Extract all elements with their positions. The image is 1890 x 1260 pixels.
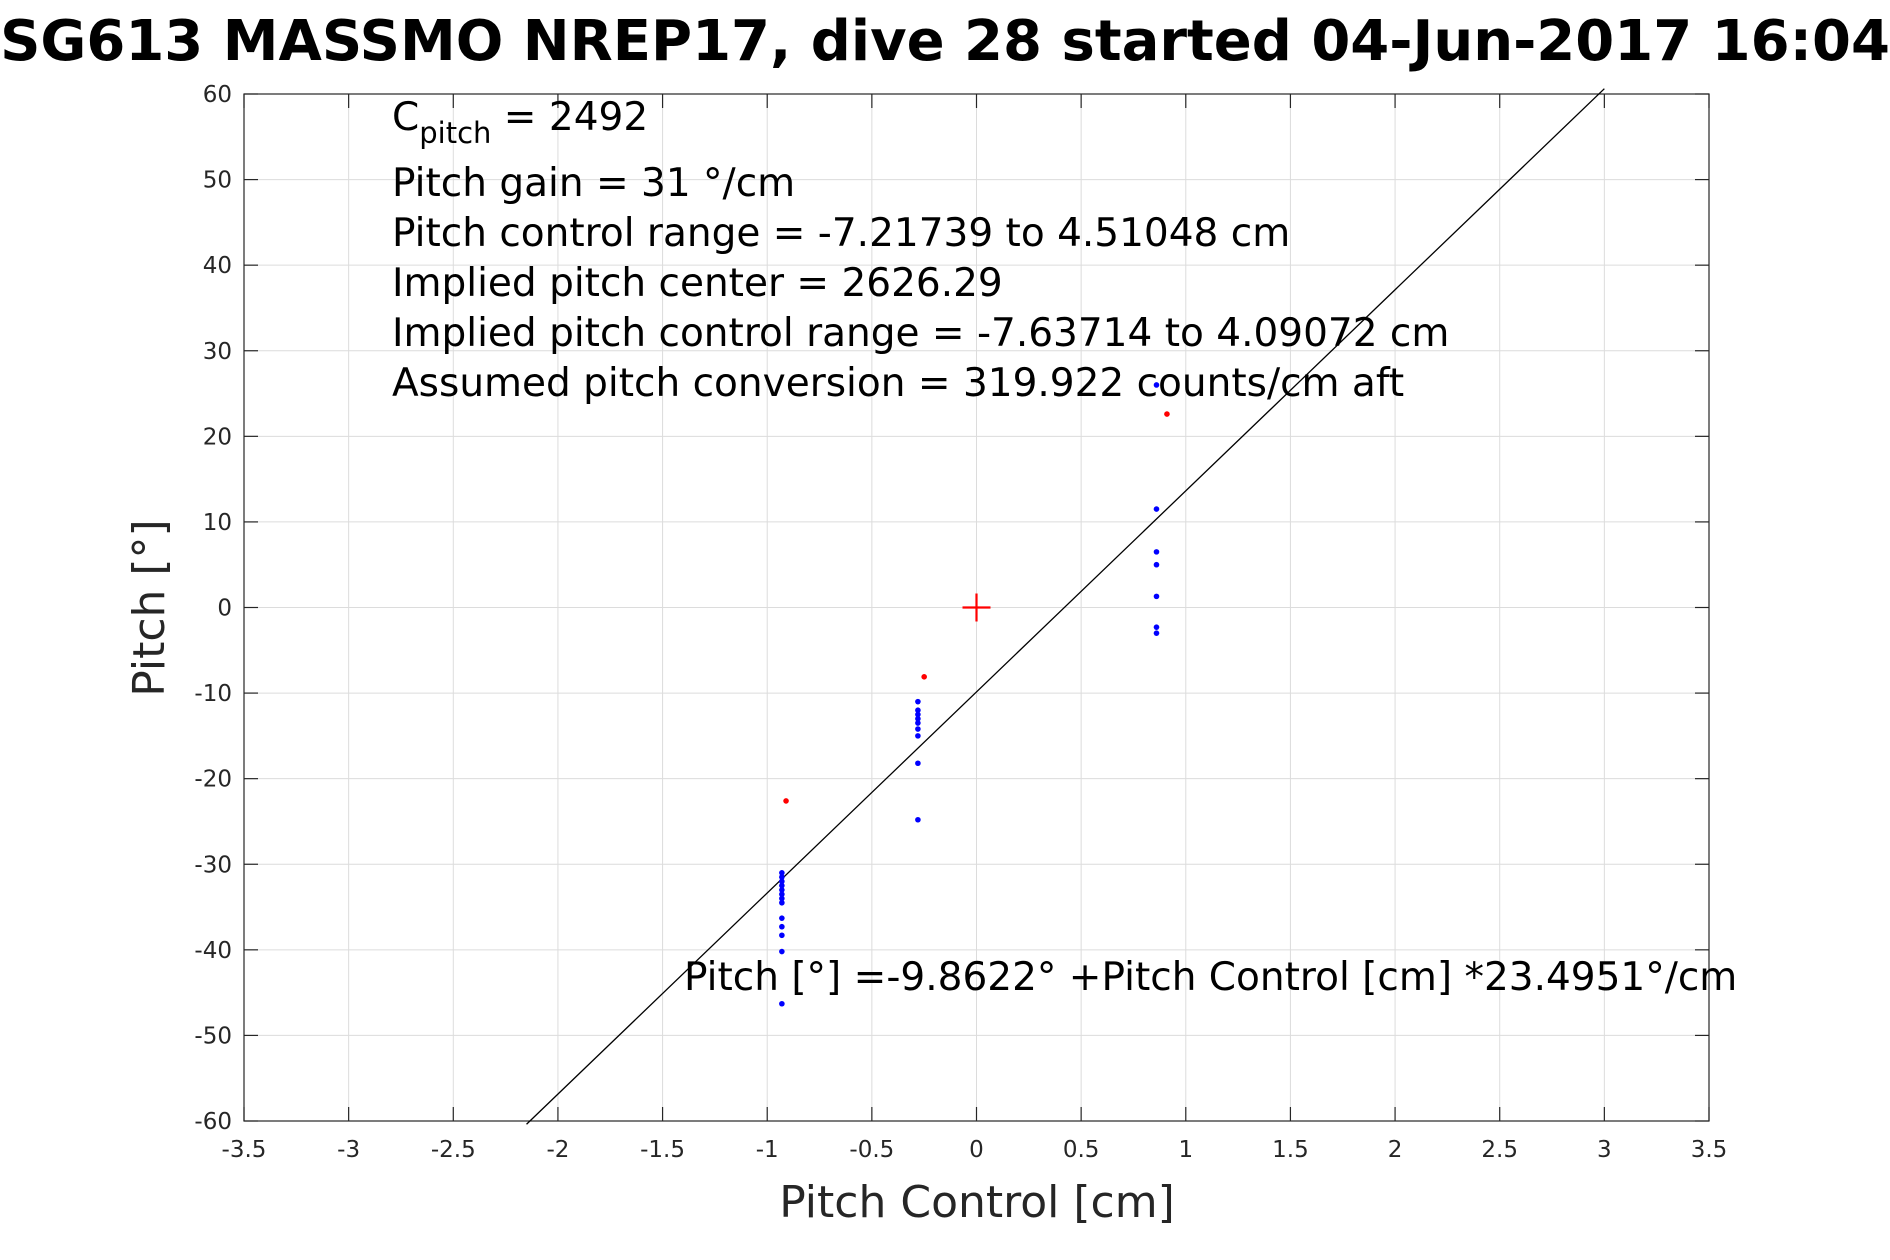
data-point [915, 707, 921, 713]
chart-title: SG613 MASSMO NREP17, dive 28 started 04-… [0, 9, 1890, 74]
annotation-implied-center: Implied pitch center = 2626.29 [392, 261, 1003, 306]
data-point [915, 816, 921, 823]
annotation-control-range: Pitch control range = -7.21739 to 4.5104… [392, 211, 1290, 256]
data-point [783, 798, 789, 804]
data-point [915, 711, 921, 718]
annotation-cpitch-value: = 2492 [491, 95, 648, 140]
data-point [779, 878, 785, 885]
y-tick-label: -10 [194, 681, 232, 707]
data-points [779, 382, 1170, 1007]
y-tick-label: 10 [203, 510, 232, 536]
annotation-cpitch-sub: pitch [419, 116, 491, 150]
y-tick-label: -50 [194, 1023, 232, 1049]
y-tick-label: 30 [203, 339, 232, 365]
center-marker [962, 593, 991, 622]
y-axis-label: Pitch [°] [124, 519, 175, 696]
x-tick-label: 1 [1178, 1137, 1193, 1163]
data-point [915, 715, 921, 722]
x-tick-label: 3 [1597, 1137, 1612, 1163]
x-tick-label: 1.5 [1272, 1137, 1309, 1163]
data-point [1153, 549, 1160, 555]
data-point [779, 874, 785, 880]
x-tick-label: 2.5 [1481, 1137, 1518, 1163]
x-tick-label: -0.5 [849, 1137, 894, 1163]
x-tick-label: 0 [969, 1137, 984, 1163]
x-tick-label: 0.5 [1063, 1137, 1100, 1163]
y-tick-label: -60 [194, 1109, 232, 1135]
data-point [779, 882, 785, 889]
grid-lines [243, 93, 1710, 1122]
annotation-cpitch: Cpitch = 2492 [392, 95, 648, 150]
data-point [779, 899, 785, 906]
x-axis-label: Pitch Control [cm] [779, 1177, 1175, 1228]
x-tick-label: -1.5 [640, 1137, 685, 1163]
x-tick-label: -3.5 [222, 1137, 267, 1163]
x-tick-label: 3.5 [1691, 1137, 1728, 1163]
data-point [779, 887, 785, 893]
y-tick-label: 40 [203, 253, 232, 279]
y-tick-label: 50 [203, 168, 232, 194]
x-tick-label: -1 [756, 1137, 779, 1163]
data-point [779, 891, 785, 898]
data-point [915, 698, 921, 705]
y-tick-label: -20 [194, 767, 232, 793]
data-point [779, 895, 785, 902]
x-tick-label: 2 [1388, 1137, 1403, 1163]
y-tick-label: -30 [194, 852, 232, 878]
axis-ticks [243, 93, 1710, 1122]
y-tick-labels: -60 -50 -40 -30 -20 -10 0 10 20 30 40 50 60 [194, 82, 232, 1135]
data-point [779, 1000, 785, 1007]
y-tick-label: 60 [203, 82, 232, 108]
data-point [779, 948, 785, 955]
data-point [921, 674, 927, 680]
data-point [1153, 382, 1160, 388]
x-tick-label: -3 [337, 1137, 360, 1163]
data-point [915, 760, 921, 767]
annotation-cpitch-base: C [392, 95, 419, 140]
y-tick-label: -40 [194, 938, 232, 964]
annotation-fit-equation: Pitch [°] =-9.8622° +Pitch Control [cm] … [684, 955, 1737, 1000]
x-tick-labels: -3.5 -3 -2.5 -2 -1.5 -1 -0.5 0 0.5 1 1.5 2 2.5 3 3.5 [222, 1137, 1728, 1163]
data-point [779, 915, 785, 921]
annotation-conversion: Assumed pitch conversion = 319.922 count… [392, 361, 1404, 406]
data-point [915, 726, 921, 732]
data-point [1153, 624, 1160, 630]
y-tick-label: 0 [217, 596, 232, 622]
data-point [1153, 561, 1160, 568]
data-point [1153, 593, 1160, 600]
x-tick-label: -2.5 [431, 1137, 476, 1163]
data-point [1153, 506, 1160, 512]
data-point [779, 932, 785, 939]
data-point [915, 733, 921, 739]
data-point [1164, 411, 1170, 417]
x-tick-label: -2 [546, 1137, 569, 1163]
annotation-pitch-gain: Pitch gain = 31 °/cm [392, 161, 795, 206]
data-point [1153, 630, 1160, 636]
data-point [915, 720, 921, 726]
y-tick-label: 20 [203, 424, 232, 450]
annotation-implied-range: Implied pitch control range = -7.63714 t… [392, 311, 1449, 356]
data-point [779, 870, 785, 876]
data-point [779, 923, 785, 930]
fit-line [526, 88, 1605, 1125]
